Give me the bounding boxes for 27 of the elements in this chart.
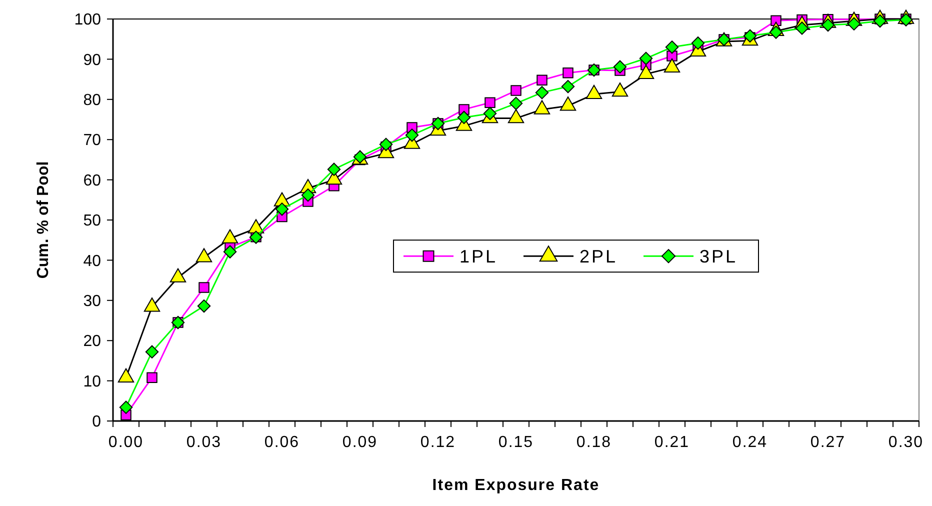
legend-label: 2PL xyxy=(580,246,618,266)
x-tick-label: 0.09 xyxy=(342,434,378,451)
x-tick-label: 0.00 xyxy=(108,434,144,451)
x-tick-label: 0.03 xyxy=(186,434,222,451)
x-axis-title: Item Exposure Rate xyxy=(432,477,600,494)
y-tick-label: 30 xyxy=(83,293,102,310)
x-tick-label: 0.06 xyxy=(264,434,300,451)
x-tick-label: 0.30 xyxy=(888,434,924,451)
y-tick-label: 20 xyxy=(83,333,102,350)
x-tick-label: 0.12 xyxy=(420,434,456,451)
y-tick-label: 40 xyxy=(83,252,102,270)
y-tick-label: 10 xyxy=(83,373,102,390)
legend-label: 1PL xyxy=(460,246,498,266)
y-tick-label: 100 xyxy=(74,12,102,29)
y-tick-label: 0 xyxy=(92,414,102,431)
y-tick-label: 80 xyxy=(83,92,102,109)
legend-label: 3PL xyxy=(700,246,738,266)
x-tick-label: 0.15 xyxy=(498,434,534,451)
y-tick-label: 60 xyxy=(83,172,102,190)
x-tick-label: 0.27 xyxy=(810,434,846,451)
y-tick-label: 50 xyxy=(83,212,102,230)
x-tick-label: 0.21 xyxy=(654,434,690,451)
y-tick-label: 90 xyxy=(83,52,102,69)
y-tick-label: 70 xyxy=(83,132,102,150)
y-axis-title: Cum. % of Pool xyxy=(35,161,52,279)
x-tick-label: 0.18 xyxy=(576,434,612,451)
x-tick-label: 0.24 xyxy=(732,434,768,451)
